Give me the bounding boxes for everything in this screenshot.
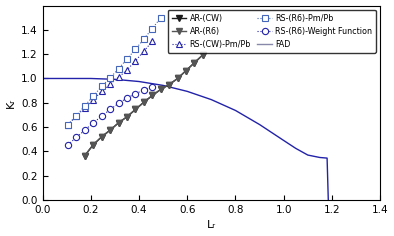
Y-axis label: Kᵣ: Kᵣ [6,98,15,108]
Legend: AR-(CW), AR-(R6), RS-(CW)-Pm/Pb, RS-(R6)-Pm/Pb, RS-(R6)-Weight Function, FAD: AR-(CW), AR-(R6), RS-(CW)-Pm/Pb, RS-(R6)… [168,10,376,53]
X-axis label: Lᵣ: Lᵣ [207,220,216,230]
